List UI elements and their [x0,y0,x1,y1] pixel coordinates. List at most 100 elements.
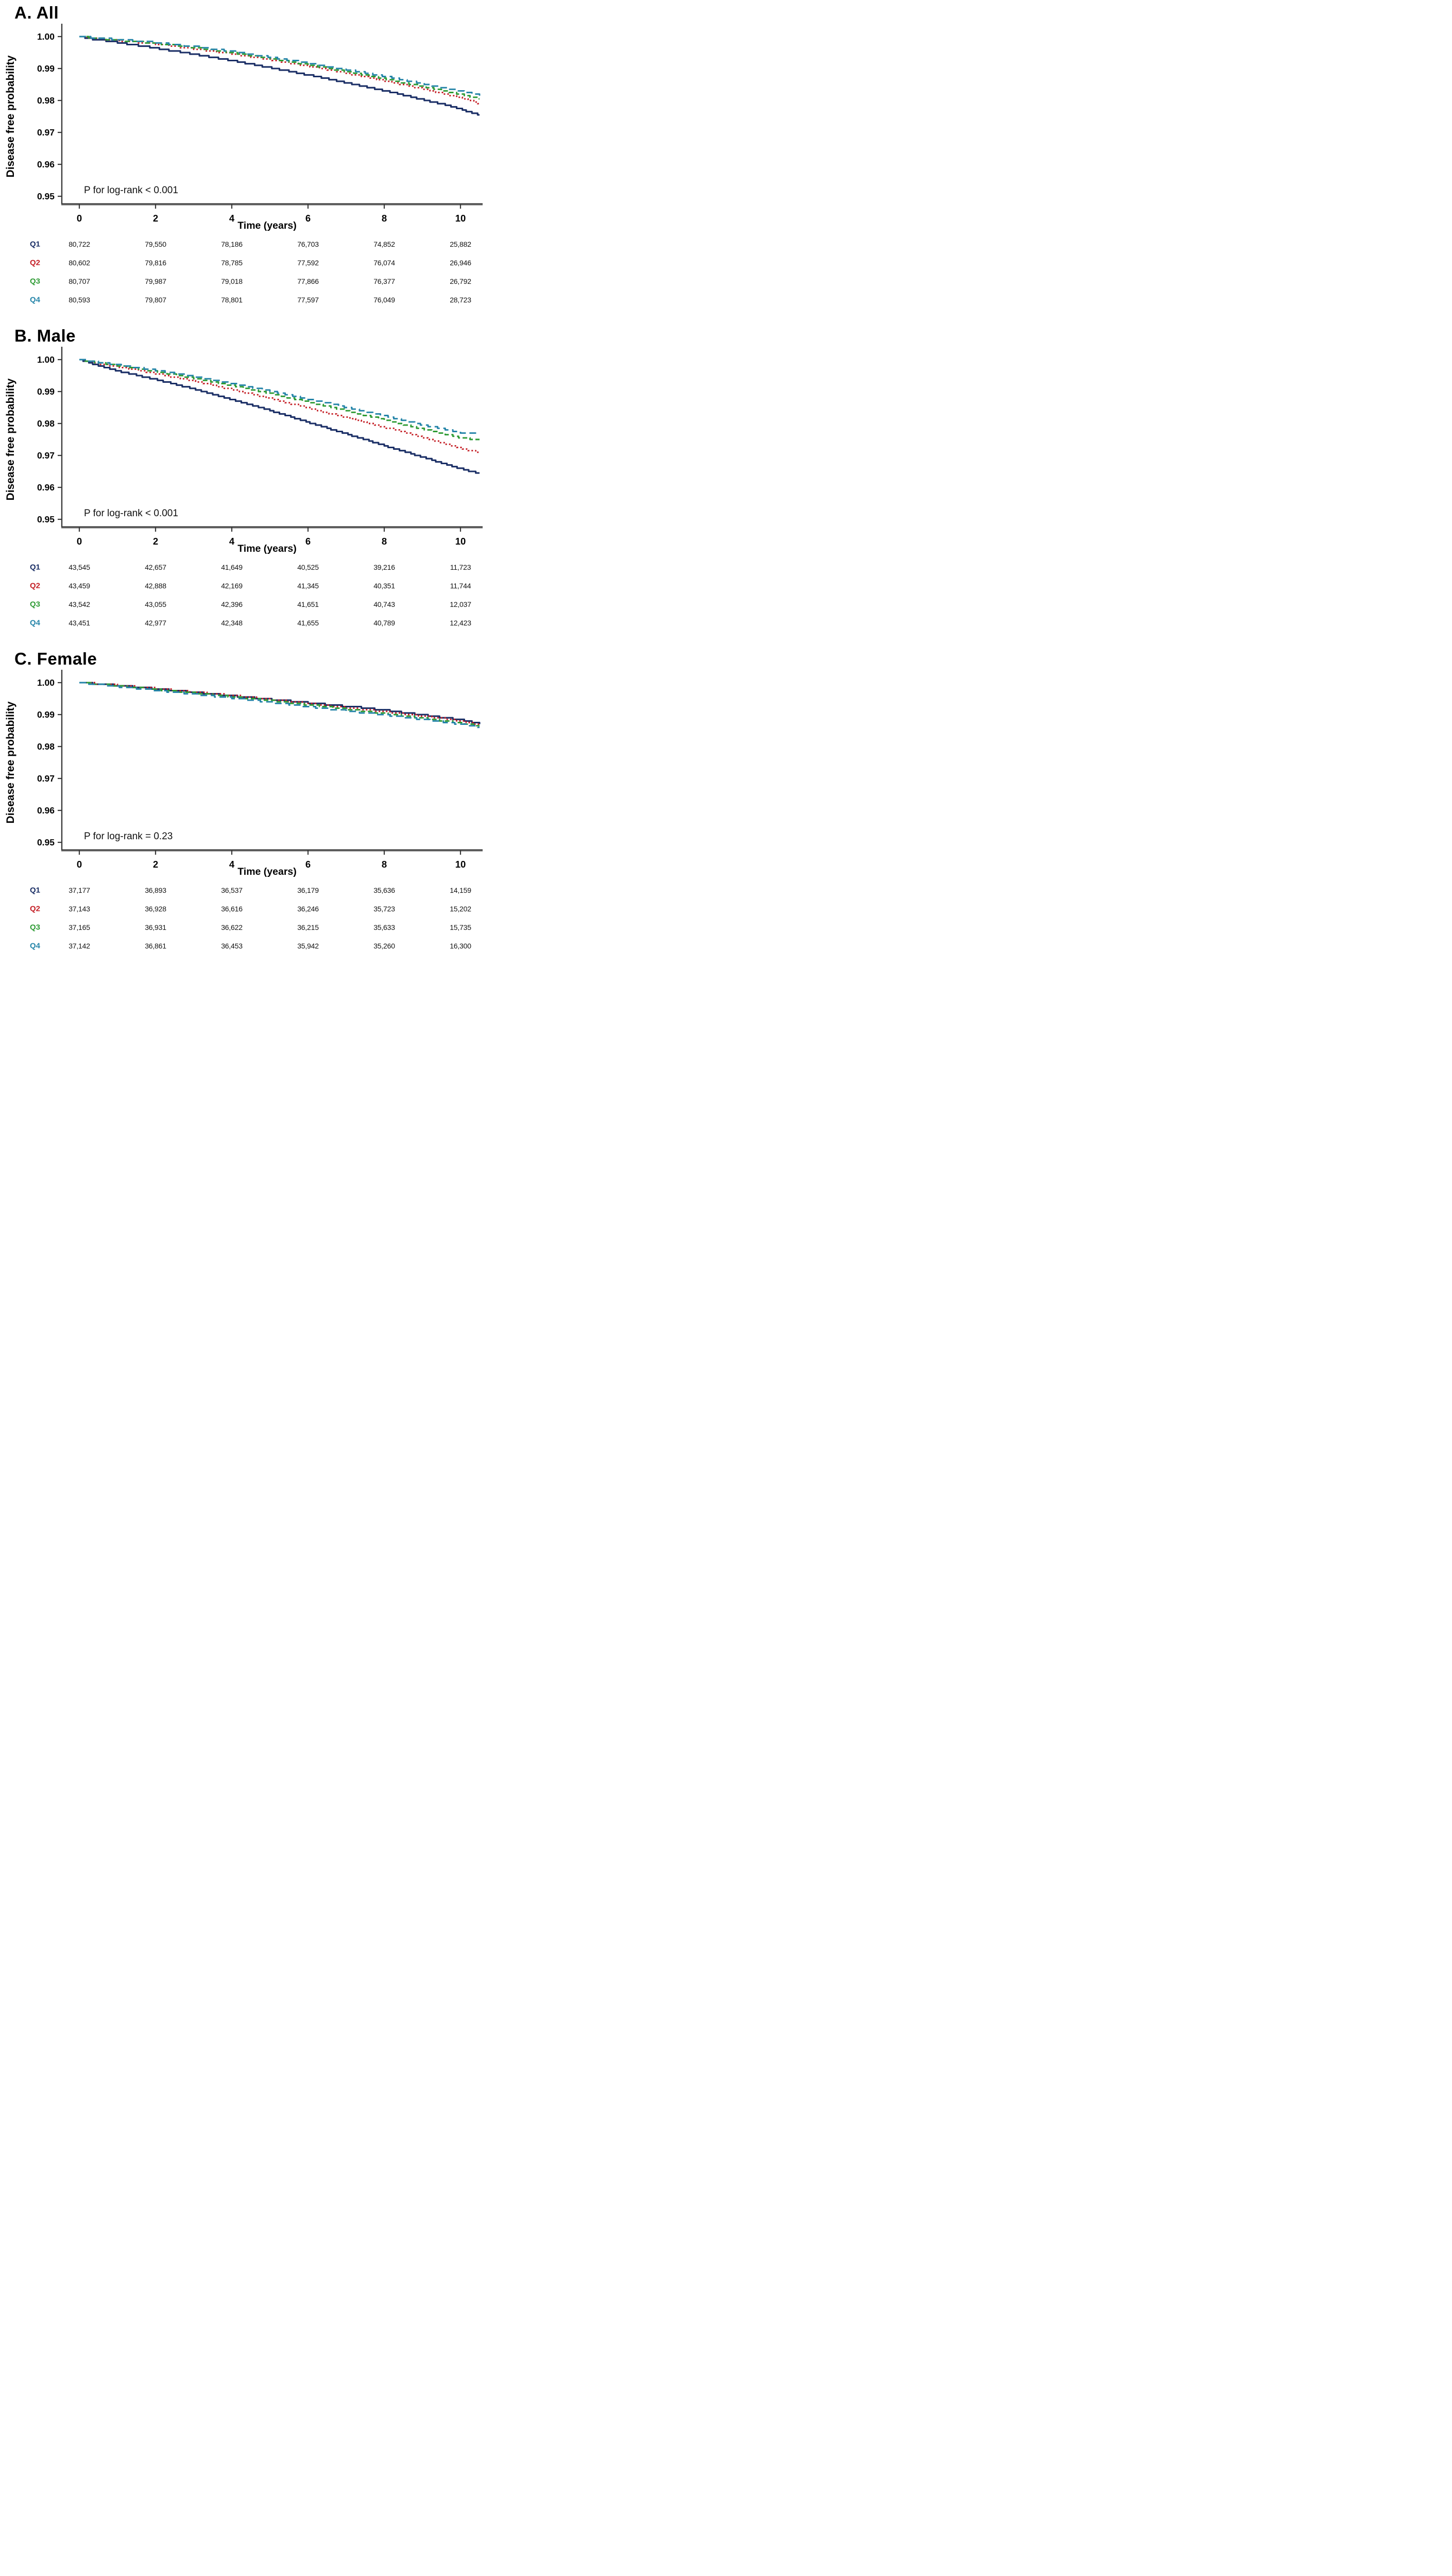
at-risk-count: 36,931 [145,923,166,931]
at-risk-count: 40,351 [373,582,395,590]
at-risk-count: 37,177 [69,886,90,894]
km-plot-all: 1.00 0.99 0.98 0.97 0.96 0.95 0 2 4 6 8 10 Disease f… [5,24,483,231]
at-risk-count: 80,602 [69,259,90,267]
at-risk-count: 79,018 [221,277,243,285]
y-tick-label: 1.00 [37,354,55,365]
x-tick-label: 2 [153,859,158,870]
at-risk-count: 40,743 [373,600,395,608]
y-axis-title: Disease free probability [5,378,16,500]
risk-row-q4: Q4 37,142 36,861 36,453 35,942 35,260 16,300 [0,937,484,955]
at-risk-count: 76,377 [373,277,395,285]
at-risk-count: 15,735 [450,923,471,931]
at-risk-count: 43,459 [69,582,90,590]
x-tick-label: 0 [77,859,82,870]
at-risk-count: 79,816 [145,259,166,267]
quartile-label-q1: Q1 [29,240,41,249]
at-risk-count: 28,723 [450,296,471,304]
risk-row-q3: Q3 37,165 36,931 36,622 36,215 35,633 15,735 [0,918,484,937]
x-tick-label: 0 [77,213,82,224]
risk-table-all: Q1 80,722 79,550 78,186 76,703 74,852 25,882 Q2… [0,235,484,309]
km-curve-q3 [79,359,480,440]
at-risk-count: 80,722 [69,240,90,248]
quartile-label-q3: Q3 [29,600,41,609]
y-tick-label: 0.97 [37,450,55,461]
km-curve-q1 [79,359,480,474]
y-axis-title: Disease free probability [5,701,16,823]
risk-row-q1: Q1 80,722 79,550 78,186 76,703 74,852 25,882 [0,235,484,253]
at-risk-count: 37,165 [69,923,90,931]
at-risk-count: 41,345 [297,582,319,590]
quartile-label-q4: Q4 [29,618,41,628]
at-risk-count: 35,723 [373,905,395,913]
x-tick-label: 10 [455,859,466,870]
km-curve-q4 [79,36,481,96]
at-risk-count: 12,423 [450,619,471,627]
at-risk-count: 16,300 [450,942,471,950]
y-tick-label: 0.98 [37,741,55,752]
at-risk-count: 35,942 [297,942,319,950]
at-risk-count: 74,852 [373,240,395,248]
risk-row-q3: Q3 80,707 79,987 79,018 77,866 76,377 26,792 [0,272,484,291]
panel-title-male: B. Male [14,326,76,345]
at-risk-count: 77,866 [297,277,319,285]
km-curve-q4 [79,359,480,434]
at-risk-count: 40,789 [373,619,395,627]
y-axis-title: Disease free probability [5,55,16,177]
at-risk-count: 36,246 [297,905,319,913]
risk-row-q2: Q2 37,143 36,928 36,616 36,246 35,723 15,202 [0,900,484,918]
x-tick-label: 10 [455,536,466,547]
at-risk-count: 43,542 [69,600,90,608]
panel-title-all: A. All [14,3,59,22]
y-tick-label: 0.97 [37,127,55,138]
x-tick-label: 4 [229,213,235,224]
at-risk-count: 37,142 [69,942,90,950]
y-tick-label: 0.98 [37,95,55,106]
at-risk-count: 36,537 [221,886,243,894]
at-risk-count: 80,707 [69,277,90,285]
at-risk-count: 76,703 [297,240,319,248]
y-tick-label: 0.98 [37,418,55,429]
km-plot-female: 1.00 0.99 0.98 0.97 0.96 0.95 0 2 4 6 8 10 Disease f… [5,670,483,877]
at-risk-count: 79,807 [145,296,166,304]
at-risk-count: 78,186 [221,240,243,248]
at-risk-count: 77,597 [297,296,319,304]
at-risk-count: 11,744 [450,582,471,590]
risk-row-q2: Q2 43,459 42,888 42,169 41,345 40,351 11,744 [0,577,484,595]
p-value-text: P for log-rank = 0.23 [84,831,173,842]
panel-title-female: C. Female [14,649,97,668]
at-risk-count: 15,202 [450,905,471,913]
at-risk-count: 41,655 [297,619,319,627]
x-axis-title: Time (years) [237,866,297,877]
at-risk-count: 36,622 [221,923,243,931]
x-tick-label: 8 [382,213,387,224]
y-tick-label: 0.96 [37,482,55,493]
at-risk-count: 42,396 [221,600,243,608]
at-risk-count: 36,616 [221,905,243,913]
at-risk-count: 26,792 [450,277,471,285]
at-risk-count: 43,545 [69,563,90,571]
risk-table-female: Q1 37,177 36,893 36,537 36,179 35,636 14,159 Q2… [0,881,484,955]
risk-row-q1: Q1 43,545 42,657 41,649 40,525 39,216 11,723 [0,558,484,577]
y-tick-label: 0.95 [37,191,55,201]
at-risk-count: 35,260 [373,942,395,950]
at-risk-count: 79,987 [145,277,166,285]
y-tick-label: 0.95 [37,837,55,848]
quartile-label-q1: Q1 [29,886,41,895]
km-curve-q4 [79,682,480,728]
at-risk-count: 36,861 [145,942,166,950]
at-risk-count: 25,882 [450,240,471,248]
at-risk-count: 43,055 [145,600,166,608]
km-figure: 1.00 0.99 0.98 0.97 0.96 0.95 0 2 4 6 8 10 Disease f… [0,0,484,969]
at-risk-count: 42,657 [145,563,166,571]
y-tick-label: 0.96 [37,159,55,170]
at-risk-count: 36,893 [145,886,166,894]
at-risk-count: 80,593 [69,296,90,304]
at-risk-count: 35,636 [373,886,395,894]
at-risk-count: 11,723 [450,563,471,571]
panel-female: 1.00 0.99 0.98 0.97 0.96 0.95 0 2 4 6 8 10 Disease f… [0,646,484,969]
x-tick-label: 8 [382,536,387,547]
risk-table-male: Q1 43,545 42,657 41,649 40,525 39,216 11,723 Q2… [0,558,484,632]
y-tick-label: 0.96 [37,805,55,816]
risk-row-q1: Q1 37,177 36,893 36,537 36,179 35,636 14,159 [0,881,484,900]
at-risk-count: 36,179 [297,886,319,894]
